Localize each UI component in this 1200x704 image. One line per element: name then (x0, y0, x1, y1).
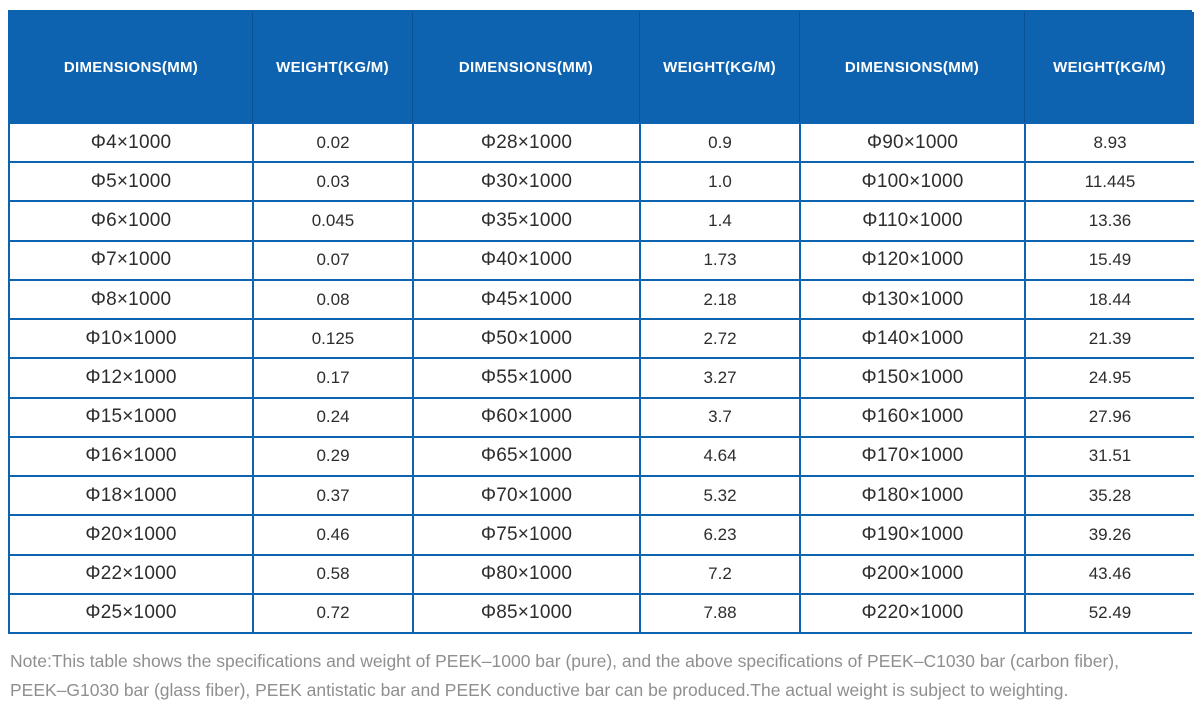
dimension-cell: Φ160×1000 (799, 396, 1024, 436)
weight-cell: 7.88 (639, 592, 799, 632)
weight-cell: 0.46 (252, 514, 412, 554)
footnote-line-2: PEEK–G1030 bar (glass fiber), PEEK antis… (10, 680, 1069, 700)
header-cell-weight-2: WEIGHT(KG/M) (639, 12, 799, 122)
dimension-cell: Φ90×1000 (799, 122, 1024, 162)
weight-cell: 0.02 (252, 122, 412, 162)
dimension-cell: Φ40×1000 (412, 239, 639, 279)
weight-cell: 39.26 (1024, 514, 1194, 554)
header-cell-weight-3: WEIGHT(KG/M) (1024, 12, 1194, 122)
weight-cell: 1.0 (639, 161, 799, 201)
weight-cell: 43.46 (1024, 553, 1194, 593)
dimension-cell: Φ25×1000 (10, 592, 252, 632)
weight-cell: 1.4 (639, 200, 799, 240)
dimension-cell: Φ18×1000 (10, 475, 252, 515)
weight-cell: 0.07 (252, 239, 412, 279)
weight-cell: 0.29 (252, 435, 412, 476)
dimension-cell: Φ110×1000 (799, 200, 1024, 240)
weight-cell: 35.28 (1024, 475, 1194, 515)
dimension-cell: Φ80×1000 (412, 553, 639, 593)
dimension-cell: Φ55×1000 (412, 357, 639, 397)
dimension-cell: Φ20×1000 (10, 514, 252, 554)
weight-cell: 27.96 (1024, 396, 1194, 436)
dimension-cell: Φ220×1000 (799, 592, 1024, 632)
header-cell-dimensions-1: DIMENSIONS(MM) (10, 12, 252, 122)
dimension-cell: Φ70×1000 (412, 475, 639, 515)
weight-cell: 0.58 (252, 553, 412, 593)
weight-cell: 13.36 (1024, 200, 1194, 240)
dimension-cell: Φ16×1000 (10, 435, 252, 476)
dimension-cell: Φ85×1000 (412, 592, 639, 632)
dimension-cell: Φ200×1000 (799, 553, 1024, 593)
weight-cell: 21.39 (1024, 318, 1194, 358)
dimension-cell: Φ45×1000 (412, 278, 639, 319)
weight-cell: 0.125 (252, 318, 412, 358)
weight-cell: 3.7 (639, 396, 799, 436)
dimension-cell: Φ75×1000 (412, 514, 639, 554)
weight-cell: 6.23 (639, 514, 799, 554)
dimension-cell: Φ4×1000 (10, 122, 252, 162)
dimension-cell: Φ50×1000 (412, 318, 639, 358)
dimension-cell: Φ28×1000 (412, 122, 639, 162)
weight-cell: 0.37 (252, 475, 412, 515)
dimension-cell: Φ22×1000 (10, 553, 252, 593)
header-cell-dimensions-3: DIMENSIONS(MM) (799, 12, 1024, 122)
weight-cell: 3.27 (639, 357, 799, 397)
weight-cell: 0.9 (639, 122, 799, 162)
weight-cell: 0.24 (252, 396, 412, 436)
weight-cell: 11.445 (1024, 161, 1194, 201)
weight-cell: 31.51 (1024, 435, 1194, 476)
dimension-cell: Φ15×1000 (10, 396, 252, 436)
footnote: Note:This table shows the specifications… (10, 647, 1192, 704)
dimension-cell: Φ190×1000 (799, 514, 1024, 554)
dimension-cell: Φ5×1000 (10, 161, 252, 201)
weight-cell: 0.03 (252, 161, 412, 201)
weight-cell: 52.49 (1024, 592, 1194, 632)
dimension-cell: Φ7×1000 (10, 239, 252, 279)
weight-cell: 18.44 (1024, 278, 1194, 319)
header-cell-weight-1: WEIGHT(KG/M) (252, 12, 412, 122)
header-cell-dimensions-2: DIMENSIONS(MM) (412, 12, 639, 122)
weight-cell: 0.17 (252, 357, 412, 397)
weight-cell: 4.64 (639, 435, 799, 476)
weight-cell: 0.045 (252, 200, 412, 240)
dimension-cell: Φ130×1000 (799, 278, 1024, 319)
weight-cell: 0.72 (252, 592, 412, 632)
weight-cell: 2.72 (639, 318, 799, 358)
dimension-cell: Φ60×1000 (412, 396, 639, 436)
weight-cell: 5.32 (639, 475, 799, 515)
weight-cell: 24.95 (1024, 357, 1194, 397)
dimension-cell: Φ120×1000 (799, 239, 1024, 279)
weight-cell: 8.93 (1024, 122, 1194, 162)
dimension-cell: Φ65×1000 (412, 435, 639, 476)
weight-cell: 1.73 (639, 239, 799, 279)
dimension-cell: Φ35×1000 (412, 200, 639, 240)
dimension-cell: Φ100×1000 (799, 161, 1024, 201)
spec-table: DIMENSIONS(MM) WEIGHT(KG/M) DIMENSIONS(M… (8, 10, 1194, 634)
weight-cell: 0.08 (252, 278, 412, 319)
dimension-cell: Φ12×1000 (10, 357, 252, 397)
dimension-cell: Φ170×1000 (799, 435, 1024, 476)
dimension-cell: Φ6×1000 (10, 200, 252, 240)
dimension-cell: Φ30×1000 (412, 161, 639, 201)
weight-cell: 2.18 (639, 278, 799, 319)
dimension-cell: Φ10×1000 (10, 318, 252, 358)
weight-cell: 7.2 (639, 553, 799, 593)
dimension-cell: Φ180×1000 (799, 475, 1024, 515)
footnote-line-1: Note:This table shows the specifications… (10, 651, 1119, 671)
weight-cell: 15.49 (1024, 239, 1194, 279)
dimension-cell: Φ140×1000 (799, 318, 1024, 358)
dimension-cell: Φ8×1000 (10, 278, 252, 319)
dimension-cell: Φ150×1000 (799, 357, 1024, 397)
